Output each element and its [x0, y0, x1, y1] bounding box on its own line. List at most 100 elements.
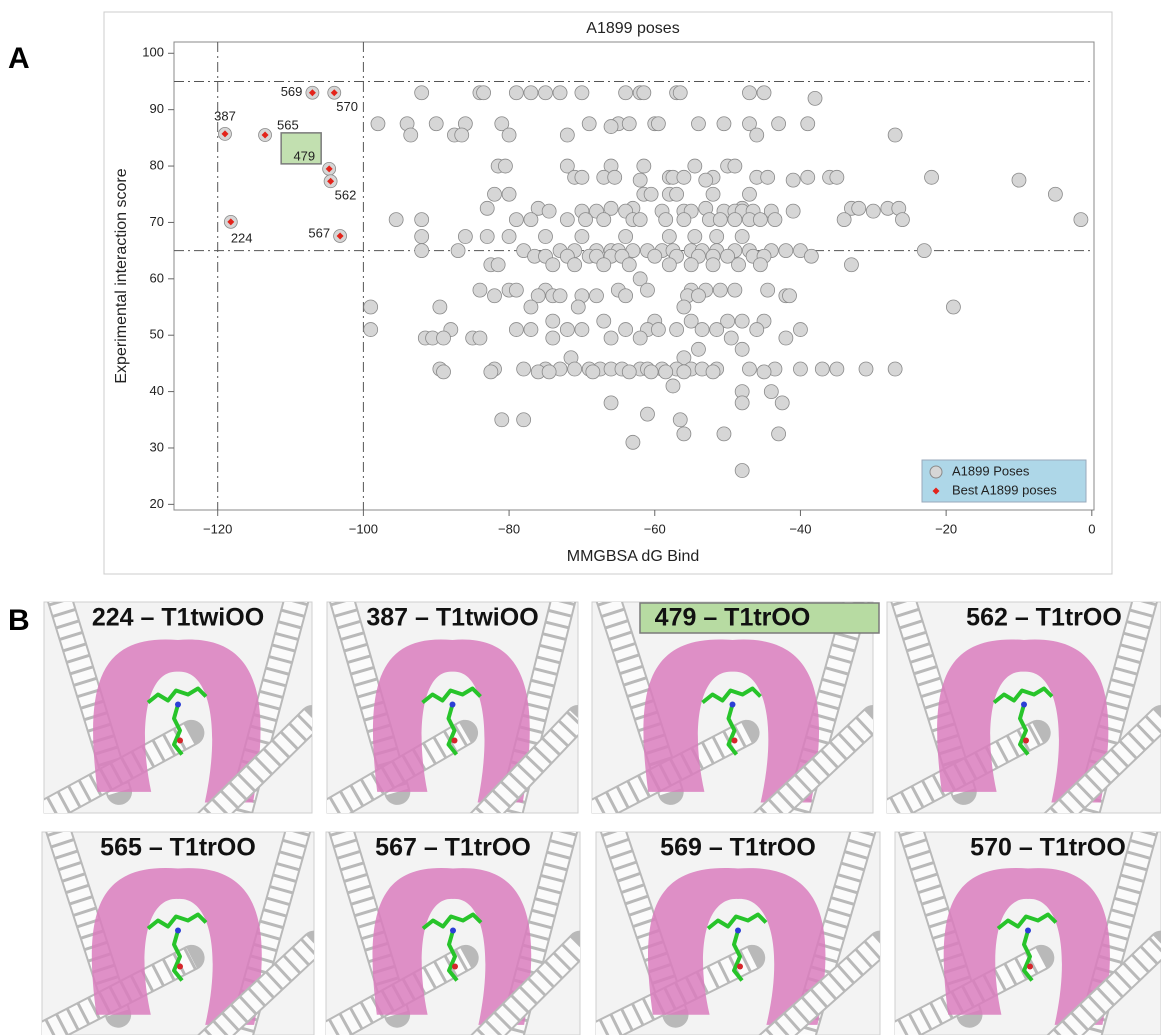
structure-image — [887, 602, 1161, 813]
pose-point — [432, 299, 448, 315]
pose-point — [687, 229, 703, 244]
pose-point — [457, 229, 473, 244]
structure-image — [895, 832, 1161, 1035]
pose-point — [760, 169, 776, 185]
pose-point — [578, 212, 593, 228]
x-axis-label: MMGBSA dG Bind — [567, 548, 700, 565]
x-tick-label: −100 — [349, 521, 378, 536]
binding-pocket — [648, 868, 826, 1025]
ligand — [706, 912, 768, 982]
y-tick-label: 40 — [150, 383, 164, 398]
pose-point — [388, 212, 404, 228]
y-tick-label: 90 — [150, 101, 164, 116]
pose-point — [636, 158, 652, 174]
pose-point — [742, 85, 757, 101]
pose-point — [603, 330, 619, 346]
pose-point — [752, 212, 768, 228]
pose-point — [676, 299, 692, 315]
panel-label: B — [8, 604, 30, 637]
pose-point — [683, 257, 699, 273]
label-highlight — [280, 132, 322, 165]
legend-label: A1899 Poses — [952, 463, 1030, 478]
pose-point — [508, 85, 524, 101]
best-pose-diamond — [336, 232, 344, 240]
structure-title: 387 – T1twiOO — [366, 604, 538, 632]
ligand-atom — [729, 701, 736, 708]
structure-image — [326, 832, 580, 1035]
pose-point — [632, 271, 648, 287]
pose-point — [720, 313, 736, 329]
ligand-atom — [735, 927, 741, 934]
pose-point — [778, 243, 794, 259]
pose-point — [716, 116, 732, 132]
structure-title: 479 – T1trOO — [655, 604, 811, 632]
best-pose-diamond — [227, 218, 235, 226]
y-tick-label: 70 — [150, 214, 164, 229]
plot-area — [173, 41, 1095, 511]
x-tick-label: −80 — [498, 521, 520, 536]
structure-title: 565 – T1trOO — [100, 834, 256, 862]
pose-point — [756, 85, 772, 101]
pose-point — [691, 341, 706, 357]
helix — [472, 710, 578, 813]
pose-point — [865, 203, 881, 219]
ligand — [701, 686, 762, 756]
structure-title: 562 – T1trOO — [966, 604, 1122, 632]
pose-point — [887, 361, 903, 377]
pose-point — [800, 169, 816, 185]
pose-point — [640, 282, 655, 298]
pose-point — [742, 186, 757, 202]
pose-point — [763, 384, 779, 399]
x-tick-label: −60 — [644, 521, 666, 536]
pose-point — [472, 282, 488, 298]
pose-point — [651, 116, 666, 132]
point-label: 224 — [231, 230, 253, 245]
helix — [1049, 935, 1161, 1035]
ligand-atom — [177, 963, 183, 970]
pose-point — [661, 229, 677, 244]
pose-point — [581, 116, 597, 132]
best-pose-diamond — [221, 130, 229, 138]
pose-point — [618, 85, 634, 101]
pose-point — [720, 248, 736, 264]
binding-pocket — [93, 639, 261, 803]
binding-pocket — [372, 868, 532, 1025]
pose-point — [487, 186, 502, 202]
pose-point — [545, 313, 561, 329]
pose-point — [1073, 212, 1089, 228]
pose-point — [793, 361, 808, 377]
structure-image — [327, 602, 578, 813]
pose-point — [716, 426, 732, 442]
pose-point — [742, 361, 757, 377]
ligand-atom — [177, 737, 183, 744]
binding-pocket — [372, 639, 530, 803]
best-pose-diamond — [330, 89, 338, 97]
pose-point — [844, 257, 859, 273]
helix — [761, 935, 880, 1035]
helix — [895, 948, 1047, 1035]
structure-image — [596, 832, 880, 1035]
pose-point — [643, 364, 659, 380]
pose-point — [691, 116, 706, 132]
pose-point — [621, 364, 637, 380]
pose-point — [559, 127, 575, 143]
ligand — [996, 912, 1058, 982]
structure-title: 567 – T1trOO — [375, 834, 531, 862]
pose-point — [498, 158, 513, 174]
ligand-atom — [731, 737, 738, 744]
structure-image — [44, 602, 312, 813]
point-label: 479 — [293, 148, 315, 163]
ligand — [992, 686, 1054, 756]
pose-point — [618, 229, 634, 244]
pose-point — [618, 288, 634, 304]
pose-point — [924, 169, 939, 185]
pose-point — [501, 229, 517, 244]
pose-point — [829, 169, 845, 185]
ligand-atom — [1025, 927, 1031, 934]
pose-point — [490, 257, 506, 273]
point-label: 565 — [277, 117, 299, 132]
ligand-atom — [175, 927, 181, 934]
pose-point — [552, 85, 568, 101]
